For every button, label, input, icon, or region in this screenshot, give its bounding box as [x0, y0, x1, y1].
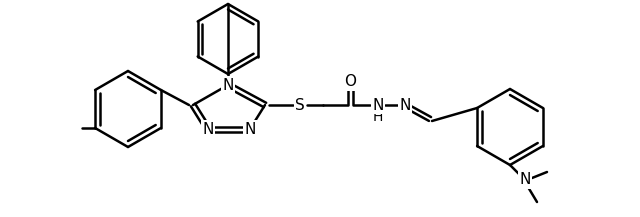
Text: S: S — [295, 97, 305, 112]
Text: N: N — [202, 122, 214, 136]
Text: N: N — [399, 97, 411, 112]
Text: N: N — [372, 97, 384, 112]
Text: N: N — [244, 122, 256, 136]
Text: H: H — [373, 110, 383, 124]
Text: O: O — [344, 74, 356, 89]
Text: N: N — [222, 77, 234, 92]
Text: N: N — [519, 173, 531, 187]
